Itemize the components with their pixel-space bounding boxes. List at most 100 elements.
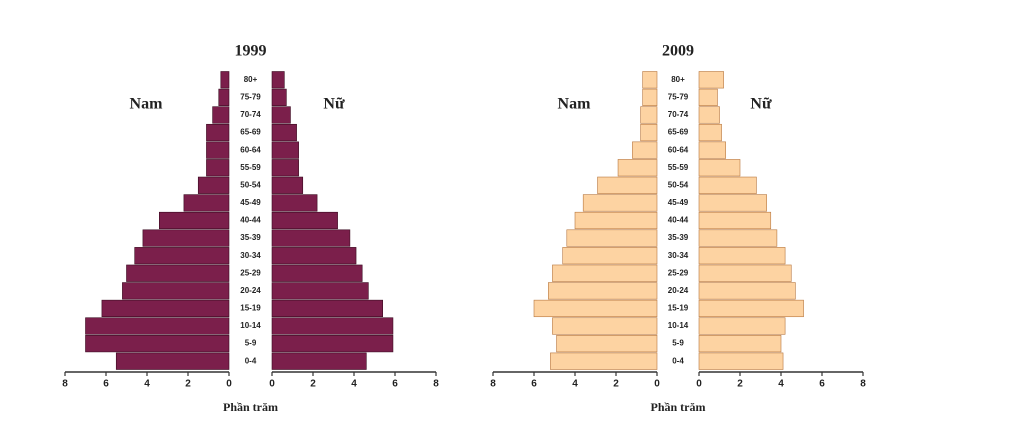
x-tick-label: 0 (226, 379, 232, 390)
category-label: 40-44 (668, 216, 689, 225)
x-tick-label: 2 (737, 379, 743, 390)
category-label: 10-14 (668, 321, 689, 330)
category-label: 25-29 (240, 268, 261, 277)
bar (271, 159, 299, 177)
bar (552, 264, 658, 282)
bar (556, 335, 658, 353)
bar (159, 211, 230, 230)
bar (134, 247, 230, 265)
bar (632, 141, 658, 159)
category-label: 15-19 (668, 304, 689, 313)
x-tick-label: 6 (819, 379, 825, 390)
bar (206, 123, 230, 142)
legend-label: Nữ (323, 96, 345, 113)
x-tick-label: 4 (351, 379, 357, 390)
bar (271, 211, 338, 230)
bar (698, 71, 724, 89)
x-tick-label: 2 (613, 379, 619, 390)
bar (271, 176, 304, 194)
category-label: 25-29 (668, 268, 689, 277)
x-tick-label: 8 (433, 379, 439, 390)
bar (698, 264, 792, 282)
category-label: 50-54 (668, 180, 689, 189)
x-axis-label: Phần trăm (651, 400, 706, 414)
bar (642, 71, 658, 89)
category-label: 80+ (244, 75, 258, 84)
bar (101, 299, 230, 318)
bar (85, 335, 230, 353)
x-tick-label: 6 (531, 379, 537, 390)
category-label: 30-34 (240, 251, 261, 260)
category-label: 35-39 (668, 233, 689, 242)
x-tick-label: 4 (144, 379, 150, 390)
chart-title: 1999 (235, 43, 267, 60)
bar (533, 299, 658, 318)
bar (548, 282, 658, 300)
bar (271, 141, 299, 159)
x-tick-label: 4 (778, 379, 784, 390)
x-tick-label: 0 (269, 379, 275, 390)
category-label: 15-19 (240, 304, 261, 313)
bar (640, 123, 658, 142)
bar (126, 264, 230, 282)
category-label: 55-59 (240, 163, 261, 172)
bar (271, 264, 363, 282)
category-label: 30-34 (668, 251, 689, 260)
bar (218, 88, 230, 106)
category-label: 10-14 (240, 321, 261, 330)
legend-label: Nam (130, 96, 164, 113)
bar (271, 88, 287, 106)
bar (271, 299, 383, 318)
bar (271, 282, 369, 300)
category-label: 20-24 (668, 286, 689, 295)
bar (212, 106, 230, 124)
bar (271, 352, 367, 370)
category-label: 5-9 (672, 339, 684, 348)
category-label: 65-69 (668, 128, 689, 137)
bar (640, 106, 658, 124)
bar (271, 123, 297, 142)
category-label: 40-44 (240, 216, 261, 225)
x-tick-label: 2 (185, 379, 191, 390)
bar (698, 88, 718, 106)
x-tick-label: 6 (392, 379, 398, 390)
legend-label: Nam (558, 96, 592, 113)
x-tick-label: 4 (572, 379, 578, 390)
bar (574, 211, 658, 230)
bar (220, 71, 230, 89)
bar (271, 335, 394, 353)
bar (698, 159, 741, 177)
category-label: 75-79 (668, 92, 689, 101)
bar (566, 229, 658, 247)
bar (122, 282, 230, 300)
category-label: 70-74 (240, 110, 261, 119)
bar (197, 176, 230, 194)
bar (617, 159, 658, 177)
bar (271, 194, 318, 212)
x-tick-label: 8 (62, 379, 68, 390)
bar (115, 352, 230, 370)
bar (582, 194, 658, 212)
category-label: 5-9 (245, 339, 257, 348)
bar (271, 317, 394, 335)
bar (698, 229, 778, 247)
x-axis-label: Phần trăm (223, 400, 278, 414)
bar (698, 106, 720, 124)
category-label: 0-4 (672, 356, 684, 365)
bar (698, 299, 804, 318)
category-label: 50-54 (240, 180, 261, 189)
bar (271, 229, 351, 247)
category-label: 75-79 (240, 92, 261, 101)
bar (698, 317, 786, 335)
bar (698, 123, 722, 142)
bar (552, 317, 658, 335)
category-label: 55-59 (668, 163, 689, 172)
bar (698, 282, 796, 300)
category-label: 60-64 (668, 145, 689, 154)
bar (698, 194, 767, 212)
bar (698, 211, 772, 230)
x-tick-label: 8 (490, 379, 496, 390)
bar (562, 247, 658, 265)
x-tick-label: 6 (103, 379, 109, 390)
